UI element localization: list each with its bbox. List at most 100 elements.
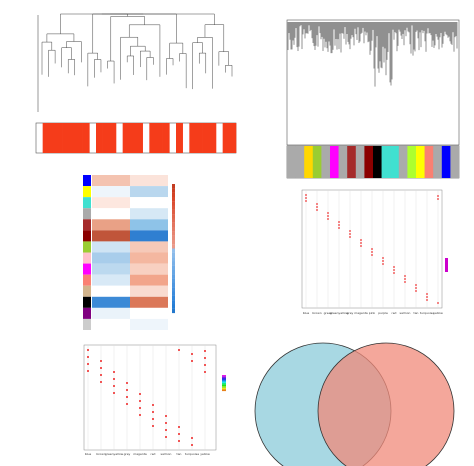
trait-cell <box>69 123 77 153</box>
module-color <box>381 146 391 178</box>
dendro-branch <box>94 59 102 78</box>
module-swatch <box>83 230 91 242</box>
colorbar <box>222 383 226 385</box>
heat-cell <box>92 274 130 286</box>
dendro-branch <box>169 42 184 59</box>
heat-cell <box>92 296 130 308</box>
dot <box>126 396 128 398</box>
dot <box>393 269 395 271</box>
dot <box>360 239 362 241</box>
x-label: greenyellow <box>105 452 124 456</box>
dot <box>165 436 167 438</box>
dendro-branch <box>166 58 174 75</box>
dot <box>316 206 318 208</box>
heat-cell <box>130 274 168 286</box>
dendro-branch <box>140 50 151 68</box>
dendro-branch <box>179 53 187 89</box>
module-color <box>312 146 322 178</box>
x-label: salmon <box>400 311 411 315</box>
dot <box>87 356 89 358</box>
module-swatch <box>83 263 91 275</box>
colorbar <box>445 258 448 272</box>
heat-cell <box>92 175 130 187</box>
dot <box>404 281 406 283</box>
dot <box>113 378 115 380</box>
colorbar <box>172 300 175 305</box>
dot <box>139 393 141 395</box>
colorbar <box>172 188 175 193</box>
x-label: greenyellow <box>330 311 349 315</box>
module-swatch <box>83 197 91 209</box>
dot <box>100 374 102 376</box>
dot <box>437 195 439 197</box>
colorbar <box>172 196 175 202</box>
module-color <box>373 146 382 178</box>
dendro-branch <box>67 59 76 76</box>
dot <box>113 371 115 373</box>
dot <box>100 367 102 369</box>
module-color <box>355 146 365 178</box>
colorbar <box>222 386 226 388</box>
module-color <box>330 146 339 178</box>
dot <box>204 350 206 352</box>
module-swatch <box>83 241 91 253</box>
dot <box>349 233 351 235</box>
dendro-branch <box>46 33 75 43</box>
trait-cell <box>62 123 70 153</box>
x-label: pink <box>369 311 376 315</box>
trait-cell <box>102 123 110 153</box>
dot <box>426 293 428 295</box>
colorbar <box>172 291 175 296</box>
dot <box>415 287 417 289</box>
colorbar <box>172 227 175 232</box>
heat-cell <box>130 285 168 297</box>
colorbar <box>172 282 175 288</box>
trait-cell <box>222 123 230 153</box>
colorbar <box>172 192 175 197</box>
x-label: yellow <box>433 311 443 315</box>
dot <box>415 290 417 292</box>
trait-cell <box>202 123 210 153</box>
dot <box>338 224 340 226</box>
trait-cell <box>56 123 63 153</box>
dot <box>126 389 128 391</box>
dot <box>87 349 89 351</box>
dot <box>360 242 362 244</box>
dot <box>305 197 307 199</box>
dot <box>178 440 180 442</box>
dot <box>139 400 141 402</box>
heat-cell <box>130 208 168 220</box>
colorbar <box>172 252 175 258</box>
module-swatch <box>83 252 91 264</box>
dot <box>415 284 417 286</box>
dot <box>113 392 115 394</box>
dot <box>152 418 154 420</box>
colorbar <box>222 381 226 384</box>
module-swatch <box>83 219 91 231</box>
module-color <box>416 146 425 178</box>
dot <box>113 385 115 387</box>
x-label: red <box>392 311 397 315</box>
module-swatch <box>83 186 91 198</box>
colorbar <box>222 387 226 390</box>
dendro-branch <box>126 55 134 75</box>
dot <box>139 414 141 416</box>
x-label: tan <box>177 452 182 456</box>
dot <box>152 425 154 427</box>
dot <box>100 360 102 362</box>
trait-cell <box>96 123 103 153</box>
dot <box>191 353 193 355</box>
module-swatch <box>83 285 91 297</box>
dot <box>191 437 193 439</box>
colorbar <box>172 287 175 292</box>
dot <box>126 382 128 384</box>
colorbar <box>172 205 175 210</box>
dot <box>393 272 395 274</box>
x-label: purple <box>378 311 388 315</box>
colorbar <box>172 201 175 206</box>
heat-cell <box>130 318 168 330</box>
dendro-branch <box>48 49 56 77</box>
module-color <box>295 146 305 178</box>
heat-cell <box>130 186 168 198</box>
